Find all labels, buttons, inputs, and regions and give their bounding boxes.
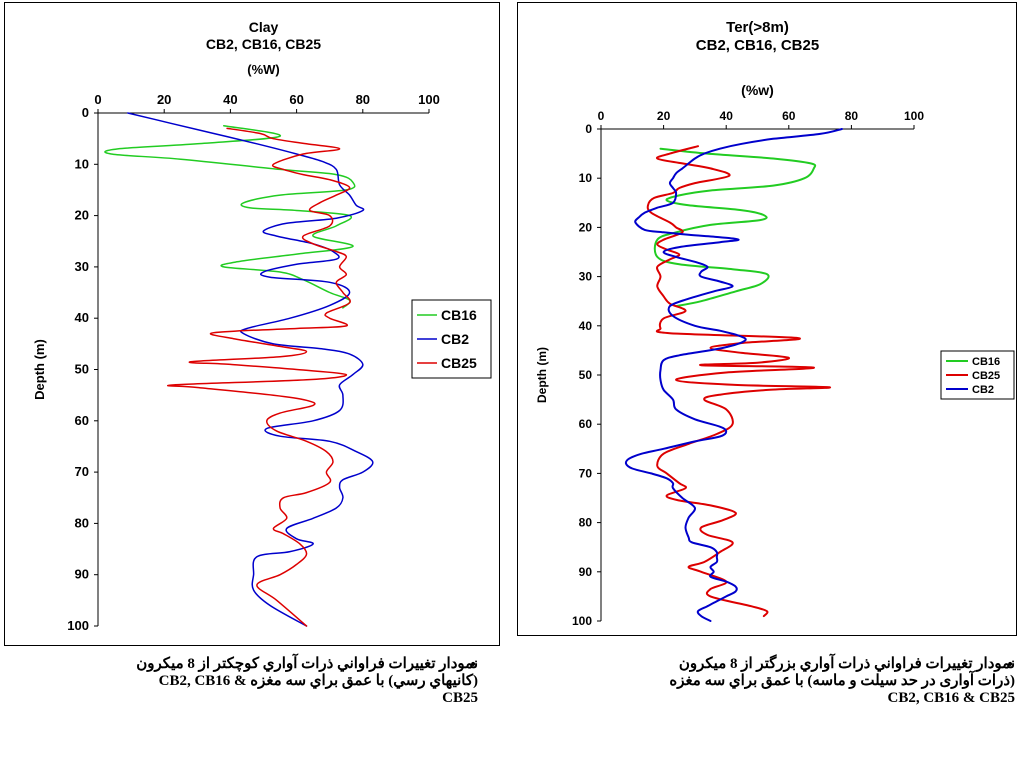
y-tick-label: 90 <box>579 565 593 579</box>
x-tick-label: 0 <box>94 92 101 107</box>
series-line-cb25 <box>166 127 351 627</box>
caption-left-line-3: CB25 <box>442 690 478 706</box>
chart-subtitle: CB2, CB16, CB25 <box>696 37 819 54</box>
y-tick-label: 20 <box>75 208 89 223</box>
legend-label-cb16: CB16 <box>972 356 1000 368</box>
caption-right: نمودار تغييرات فراواني ذرات آواري بزرگتر… <box>560 656 1015 707</box>
x-tick-label: 100 <box>904 109 924 123</box>
legend-label-cb2: CB2 <box>972 384 994 396</box>
x-tick-label: 80 <box>356 92 370 107</box>
chart-title: Ter(>8m) <box>726 19 789 36</box>
y-tick-label: 40 <box>579 319 593 333</box>
x-tick-label: 40 <box>223 92 237 107</box>
x-tick-label: 60 <box>782 109 796 123</box>
y-tick-label: 50 <box>75 362 89 377</box>
x-tick-label: 60 <box>289 92 303 107</box>
legend-label-cb16: CB16 <box>441 307 477 323</box>
chart-ter: Ter(>8m)CB2, CB16, CB25 (%w) 0 20 40 60 80 100 0… <box>535 19 1015 628</box>
series-line-cb2 <box>624 128 843 622</box>
y-tick-label: 10 <box>579 171 593 185</box>
caption-left-bullet: • <box>469 657 478 673</box>
y-tick-label: 70 <box>579 466 593 480</box>
chart-title: Clay <box>249 19 279 35</box>
y-tick-label: 0 <box>82 105 89 120</box>
y-tick-label: 60 <box>579 417 593 431</box>
x-tick-label: 20 <box>657 109 671 123</box>
y-tick-label: 40 <box>75 310 89 325</box>
caption-left: نمودار تغييرات فراواني ذرات آواري كوچكتر… <box>40 656 478 707</box>
y-tick-label: 80 <box>579 516 593 530</box>
y-tick-label: 100 <box>572 614 592 628</box>
x-tick-label: 40 <box>720 109 734 123</box>
y-tick-label: 0 <box>585 122 592 136</box>
series-line-cb25 <box>646 145 831 618</box>
y-axis-label: Depth (m) <box>32 339 47 400</box>
y-tick-label: 60 <box>75 413 89 428</box>
x-axis-label: (%w) <box>741 82 774 98</box>
y-tick-label: 50 <box>579 368 593 382</box>
y-tick-label: 90 <box>75 567 89 582</box>
legend-label-cb25: CB25 <box>972 370 1000 382</box>
chart-subtitle: CB2, CB16, CB25 <box>206 36 321 52</box>
y-tick-label: 100 <box>67 618 89 633</box>
caption-right-line-1: نمودار تغييرات فراواني ذرات آواري بزرگتر… <box>678 656 1015 672</box>
series-line-cb16 <box>653 147 817 308</box>
y-tick-label: 80 <box>75 515 89 530</box>
caption-left-line-1: نمودار تغييرات فراواني ذرات آواري كوچكتر… <box>136 656 478 672</box>
x-tick-label: 20 <box>157 92 171 107</box>
x-tick-label: 100 <box>418 92 440 107</box>
y-tick-label: 30 <box>75 259 89 274</box>
caption-left-line-2: (كانيهاي رسي) با عمق براي سه مغزه & CB2,… <box>158 673 478 689</box>
y-axis-label: Depth (m) <box>535 347 549 403</box>
y-tick-label: 20 <box>579 220 593 234</box>
caption-right-line-3: CB2, CB16 & CB25 <box>887 690 1015 706</box>
caption-right-line-2: (ذرات آوارى در حد سيلت و ماسه) با عمق بر… <box>669 673 1015 689</box>
series-line-cb2 <box>127 112 374 627</box>
legend: CB16 CB2 CB25 <box>411 299 492 379</box>
x-tick-label: 0 <box>598 109 605 123</box>
y-tick-label: 70 <box>75 464 89 479</box>
x-axis-label: (%W) <box>247 62 280 77</box>
legend-label-cb2: CB2 <box>441 331 469 347</box>
chart-panel-ter <box>517 2 1017 636</box>
y-tick-label: 10 <box>75 156 89 171</box>
x-tick-label: 80 <box>845 109 859 123</box>
legend-label-cb25: CB25 <box>441 355 477 371</box>
y-tick-label: 30 <box>579 270 593 284</box>
legend: CB16 CB25 CB2 <box>940 350 1015 400</box>
caption-right-bullet: • <box>1006 657 1015 673</box>
